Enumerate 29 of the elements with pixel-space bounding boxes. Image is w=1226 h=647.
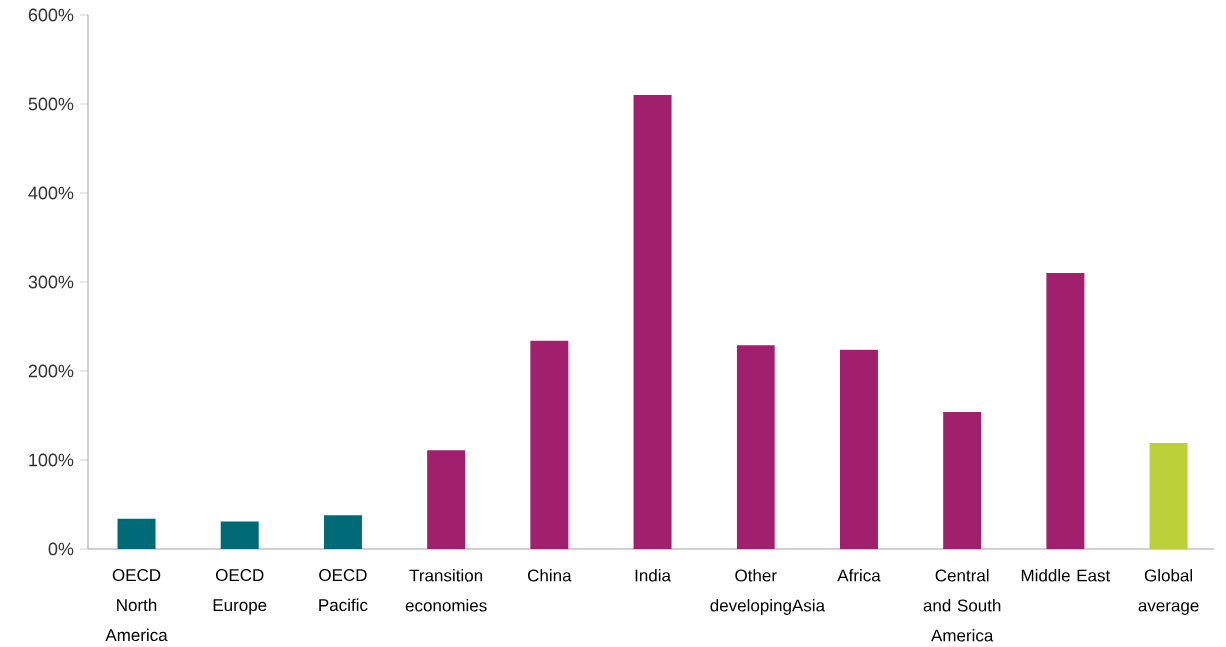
x-tick-label: Central and South America — [923, 568, 1001, 642]
x-tick-label: OECD North America — [105, 568, 168, 641]
bar — [839, 349, 878, 549]
bar — [427, 450, 466, 549]
x-tick-label: Middle East — [1021, 568, 1111, 582]
x-tick-label: Africa — [837, 568, 881, 582]
bar — [323, 515, 362, 549]
y-tick-label: 500% — [28, 97, 74, 111]
y-tick-label: 200% — [28, 364, 74, 378]
x-tick-label: OECD Pacific — [319, 568, 368, 611]
bar — [117, 518, 156, 549]
x-tick-label: Transition economies — [405, 568, 487, 612]
y-tick-label: 0% — [48, 542, 74, 556]
bar — [943, 411, 982, 549]
x-tick-label: China — [528, 568, 572, 582]
x-tick-label: OECD Europe — [213, 568, 267, 615]
bar — [736, 345, 775, 549]
x-tick-label: Other developingAsia — [710, 568, 826, 615]
y-tick-label: 100% — [29, 453, 74, 467]
bar — [530, 340, 569, 549]
bar — [1046, 273, 1085, 549]
x-tick-label: India — [635, 568, 671, 582]
bar — [220, 521, 259, 549]
category-label: Global average — [1138, 568, 1199, 615]
bar — [633, 95, 672, 549]
y-tick-label: 600% — [28, 8, 74, 22]
y-tick-label: 300% — [28, 275, 74, 289]
bar — [1149, 442, 1188, 549]
y-tick-label: 400% — [28, 186, 74, 200]
